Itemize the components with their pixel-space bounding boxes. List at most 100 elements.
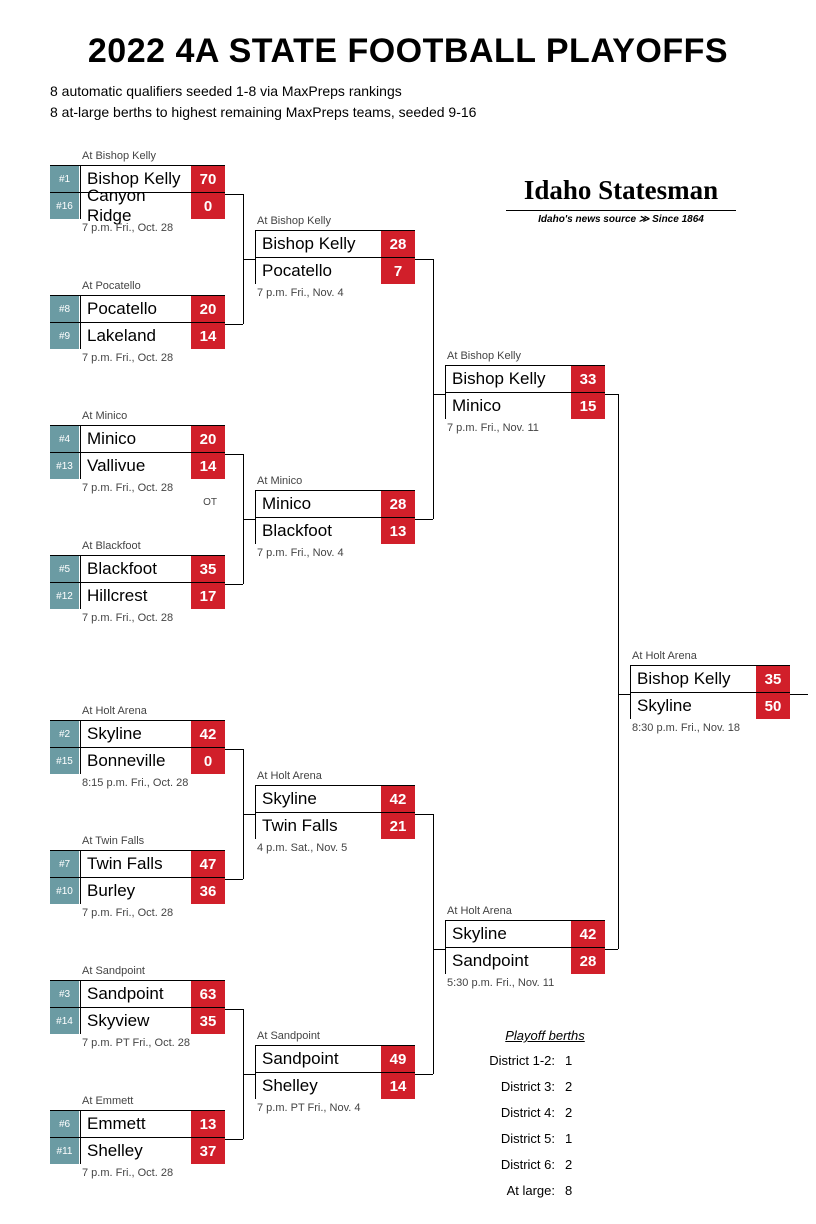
score: 13 <box>381 518 415 544</box>
match-row: #5Blackfoot35 <box>50 555 225 582</box>
match-row: #14Skyview35 <box>50 1007 225 1034</box>
match: At Holt ArenaSkyline42Twin Falls214 p.m.… <box>255 770 415 854</box>
berths-value: 1 <box>565 1131 572 1146</box>
berths-key: District 3: <box>460 1079 565 1094</box>
match-meta: 7 p.m. Fri., Oct. 28 <box>82 907 225 919</box>
match-location: At Holt Arena <box>257 770 415 782</box>
match-location: At Bishop Kelly <box>82 150 225 162</box>
page-title: 2022 4A STATE FOOTBALL PLAYOFFS <box>0 0 816 71</box>
score: 42 <box>191 721 225 747</box>
match: At MinicoMinico28Blackfoot137 p.m. Fri.,… <box>255 475 415 559</box>
berths-row: District 6:2 <box>460 1157 630 1172</box>
score: 49 <box>381 1046 415 1072</box>
score: 63 <box>191 981 225 1007</box>
match-meta: 7 p.m. Fri., Oct. 28 <box>82 1167 225 1179</box>
match-row: #4Minico20 <box>50 425 225 452</box>
seed-badge: #16 <box>50 193 80 219</box>
berths-value: 8 <box>565 1183 572 1198</box>
match: At Pocatello#8Pocatello20#9Lakeland147 p… <box>50 280 225 364</box>
berths-key: At large: <box>460 1183 565 1198</box>
team-name: Skyline <box>80 721 191 747</box>
team-name: Pocatello <box>80 296 191 322</box>
match-location: At Twin Falls <box>82 835 225 847</box>
score: 35 <box>756 666 790 692</box>
seed-badge: #15 <box>50 748 80 774</box>
score: 7 <box>381 258 415 284</box>
match-meta: 8:30 p.m. Fri., Nov. 18 <box>632 722 790 734</box>
publisher-rule <box>506 210 736 211</box>
score: 28 <box>381 231 415 257</box>
berths-value: 2 <box>565 1105 572 1120</box>
match: At Twin Falls#7Twin Falls47#10Burley367 … <box>50 835 225 919</box>
match-row: #12Hillcrest17 <box>50 582 225 609</box>
score: 36 <box>191 878 225 904</box>
connector-line <box>225 879 243 880</box>
team-name: Bishop Kelly <box>630 666 756 692</box>
match: At Minico#4Minico20#13Vallivue147 p.m. F… <box>50 410 225 494</box>
connector-line <box>225 584 243 585</box>
connector-line <box>415 814 433 815</box>
match-row: Skyline42 <box>255 785 415 812</box>
berths-value: 2 <box>565 1157 572 1172</box>
score: 37 <box>191 1138 225 1164</box>
playoff-berths: Playoff berths District 1-2:1District 3:… <box>460 1028 630 1209</box>
team-name: Skyline <box>255 786 381 812</box>
team-name: Bishop Kelly <box>445 366 571 392</box>
score: 0 <box>191 748 225 774</box>
berths-row: District 5:1 <box>460 1131 630 1146</box>
team-name: Blackfoot <box>80 556 191 582</box>
match-meta: 8:15 p.m. Fri., Oct. 28 <box>82 777 225 789</box>
seed-badge: #12 <box>50 583 80 609</box>
match-location: At Holt Arena <box>447 905 605 917</box>
match-meta: 5:30 p.m. Fri., Nov. 11 <box>447 977 605 989</box>
seed-badge: #2 <box>50 721 80 747</box>
match-row: Skyline50 <box>630 692 790 719</box>
connector-line <box>225 749 243 750</box>
connector-line <box>618 394 619 949</box>
match-row: Sandpoint49 <box>255 1045 415 1072</box>
team-name: Bishop Kelly <box>255 231 381 257</box>
match-row: Minico15 <box>445 392 605 419</box>
score: 28 <box>571 948 605 974</box>
berths-key: District 6: <box>460 1157 565 1172</box>
match-meta: 7 p.m. Fri., Nov. 11 <box>447 422 605 434</box>
connector-line <box>433 814 434 1074</box>
match: At Blackfoot#5Blackfoot35#12Hillcrest177… <box>50 540 225 624</box>
berths-value: 1 <box>565 1053 572 1068</box>
connector-line <box>225 1009 243 1010</box>
connector-line <box>433 259 434 519</box>
connector-line <box>618 694 630 695</box>
score: 14 <box>191 323 225 349</box>
match-row: #3Sandpoint63 <box>50 980 225 1007</box>
team-name: Skyline <box>630 693 756 719</box>
berths-row: District 3:2 <box>460 1079 630 1094</box>
team-name: Canyon Ridge <box>80 193 191 219</box>
match-meta: 7 p.m. Fri., Nov. 4 <box>257 547 415 559</box>
berths-value: 2 <box>565 1079 572 1094</box>
seed-badge: #1 <box>50 166 80 192</box>
match: At Holt ArenaSkyline42Sandpoint285:30 p.… <box>445 905 605 989</box>
berths-row: At large:8 <box>460 1183 630 1198</box>
connector-line <box>415 519 433 520</box>
berths-key: District 4: <box>460 1105 565 1120</box>
subtitle-line-2: 8 at-large berths to highest remaining M… <box>50 102 816 123</box>
match-row: #8Pocatello20 <box>50 295 225 322</box>
match-row: Shelley14 <box>255 1072 415 1099</box>
match-location: At Blackfoot <box>82 540 225 552</box>
connector-line <box>415 259 433 260</box>
match-row: #7Twin Falls47 <box>50 850 225 877</box>
match-row: Pocatello7 <box>255 257 415 284</box>
match-row: Bishop Kelly35 <box>630 665 790 692</box>
seed-badge: #11 <box>50 1138 80 1164</box>
score: 47 <box>191 851 225 877</box>
connector-line <box>225 454 243 455</box>
team-name: Hillcrest <box>80 583 191 609</box>
match-meta: 7 p.m. PT Fri., Nov. 4 <box>257 1102 415 1114</box>
match-location: At Sandpoint <box>257 1030 415 1042</box>
connector-line <box>225 1139 243 1140</box>
match-location: At Sandpoint <box>82 965 225 977</box>
team-name: Lakeland <box>80 323 191 349</box>
connector-line <box>790 694 808 695</box>
connector-line <box>243 259 255 260</box>
match-location: At Bishop Kelly <box>447 350 605 362</box>
